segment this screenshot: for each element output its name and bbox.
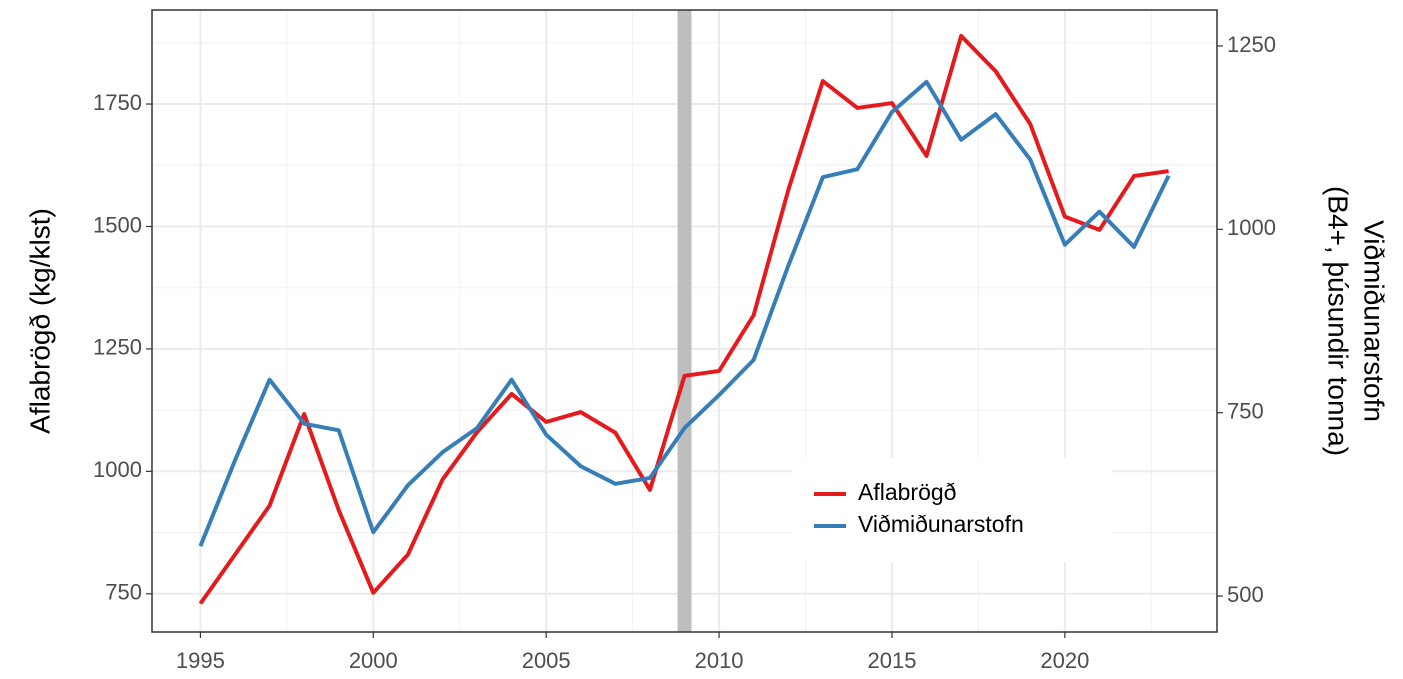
x-tick-label: 2015 bbox=[867, 648, 916, 673]
y2-tick-label: 1250 bbox=[1227, 32, 1276, 57]
legend-box bbox=[792, 458, 1112, 562]
line-series bbox=[198, 79, 1171, 547]
legend-label: Viðmiðunarstofn bbox=[858, 511, 1024, 537]
y2-axis-label: (B4+, þúsundir tonna) bbox=[1323, 186, 1354, 456]
x-tick-label: 1995 bbox=[176, 648, 225, 673]
y2-tick-label: 500 bbox=[1227, 582, 1264, 607]
y-tick-label: 1750 bbox=[93, 90, 142, 115]
x-tick-label: 2000 bbox=[349, 648, 398, 673]
plot-border bbox=[151, 9, 1218, 633]
line-series bbox=[198, 33, 1169, 605]
x-tick-label: 2010 bbox=[695, 648, 744, 673]
y2-tick-label: 750 bbox=[1227, 398, 1264, 423]
y-tick-label: 750 bbox=[105, 580, 142, 605]
y-tick-label: 1000 bbox=[93, 457, 142, 482]
y2-tick-label: 1000 bbox=[1227, 215, 1276, 240]
y-tick-label: 1250 bbox=[93, 335, 142, 360]
y2-axis-label: Viðmiðunarstofn bbox=[1359, 220, 1390, 422]
legend-label: Aflabrögð bbox=[858, 479, 956, 505]
y-axis-label: Aflabrögð (kg/klst) bbox=[24, 208, 55, 434]
x-tick-label: 2020 bbox=[1040, 648, 1089, 673]
y-tick-label: 1500 bbox=[93, 212, 142, 237]
x-tick-label: 2005 bbox=[522, 648, 571, 673]
